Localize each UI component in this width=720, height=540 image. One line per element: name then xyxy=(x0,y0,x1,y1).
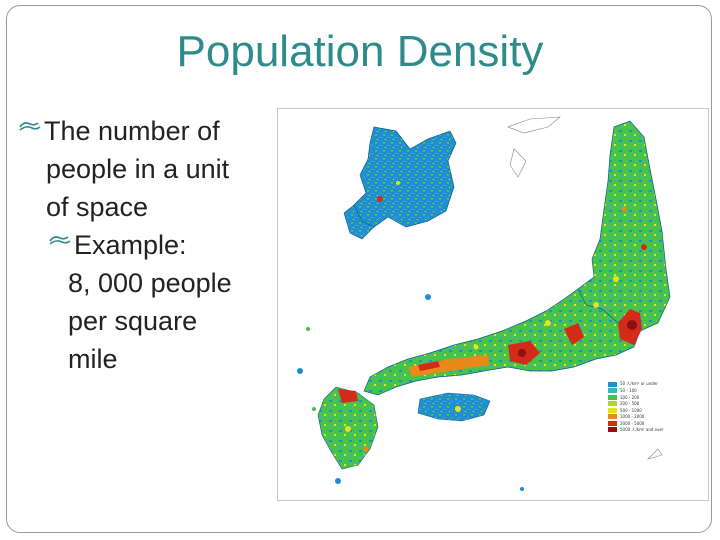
legend-swatch xyxy=(608,407,617,413)
legend-item: 500 - 1000 xyxy=(608,407,694,414)
bullet-item: The number of xyxy=(18,112,273,150)
bullet-icon xyxy=(48,234,71,248)
legend-label: 200 - 500 xyxy=(620,401,640,407)
legend-label: 500 - 1000 xyxy=(620,407,642,413)
legend-swatch xyxy=(608,394,617,400)
legend-item: 50 人/km² or under xyxy=(608,381,694,388)
legend-item: 1000 - 2000 xyxy=(608,414,694,421)
legend-item: 2000 - 5000 xyxy=(608,420,694,427)
legend-swatch xyxy=(608,381,617,387)
legend-item: 100 - 200 xyxy=(608,394,694,401)
legend-swatch xyxy=(608,420,617,426)
legend-label: 100 - 200 xyxy=(620,394,640,400)
slide-title: Population Density xyxy=(176,27,544,76)
bullet-list: The number of people in a unit of space … xyxy=(18,112,273,378)
legend-label: 50 - 100 xyxy=(620,388,637,394)
japan-population-density-map-icon xyxy=(297,116,671,491)
sub-bullet-item: Example: xyxy=(18,226,273,264)
legend-swatch xyxy=(608,388,617,394)
bullet-text: of space xyxy=(46,192,149,222)
legend-item: 5000 人/km² and over xyxy=(608,427,694,434)
bullet-text: 8, 000 people xyxy=(68,268,232,298)
legend-label: 2000 - 5000 xyxy=(620,420,645,426)
legend-swatch xyxy=(608,414,617,420)
bullet-text: mile xyxy=(68,344,118,374)
japan-map-image: 50 人/km² or under 50 - 100 100 - 200 200… xyxy=(277,108,709,501)
legend-swatch xyxy=(608,427,617,433)
bullet-text: Example: xyxy=(74,230,187,260)
bullet-text: people in a unit xyxy=(46,154,230,184)
legend-label: 50 人/km² or under xyxy=(620,381,658,387)
legend-item: 200 - 500 xyxy=(608,401,694,408)
legend-label: 5000 人/km² and over xyxy=(620,426,664,432)
legend-item: 50 - 100 xyxy=(608,388,694,395)
map-legend: 50 人/km² or under 50 - 100 100 - 200 200… xyxy=(608,381,694,433)
legend-swatch xyxy=(608,401,617,407)
bullet-text: The number of xyxy=(44,116,220,146)
legend-label: 1000 - 2000 xyxy=(620,414,645,420)
bullet-text: per square xyxy=(68,306,198,336)
bullet-icon xyxy=(18,120,41,134)
